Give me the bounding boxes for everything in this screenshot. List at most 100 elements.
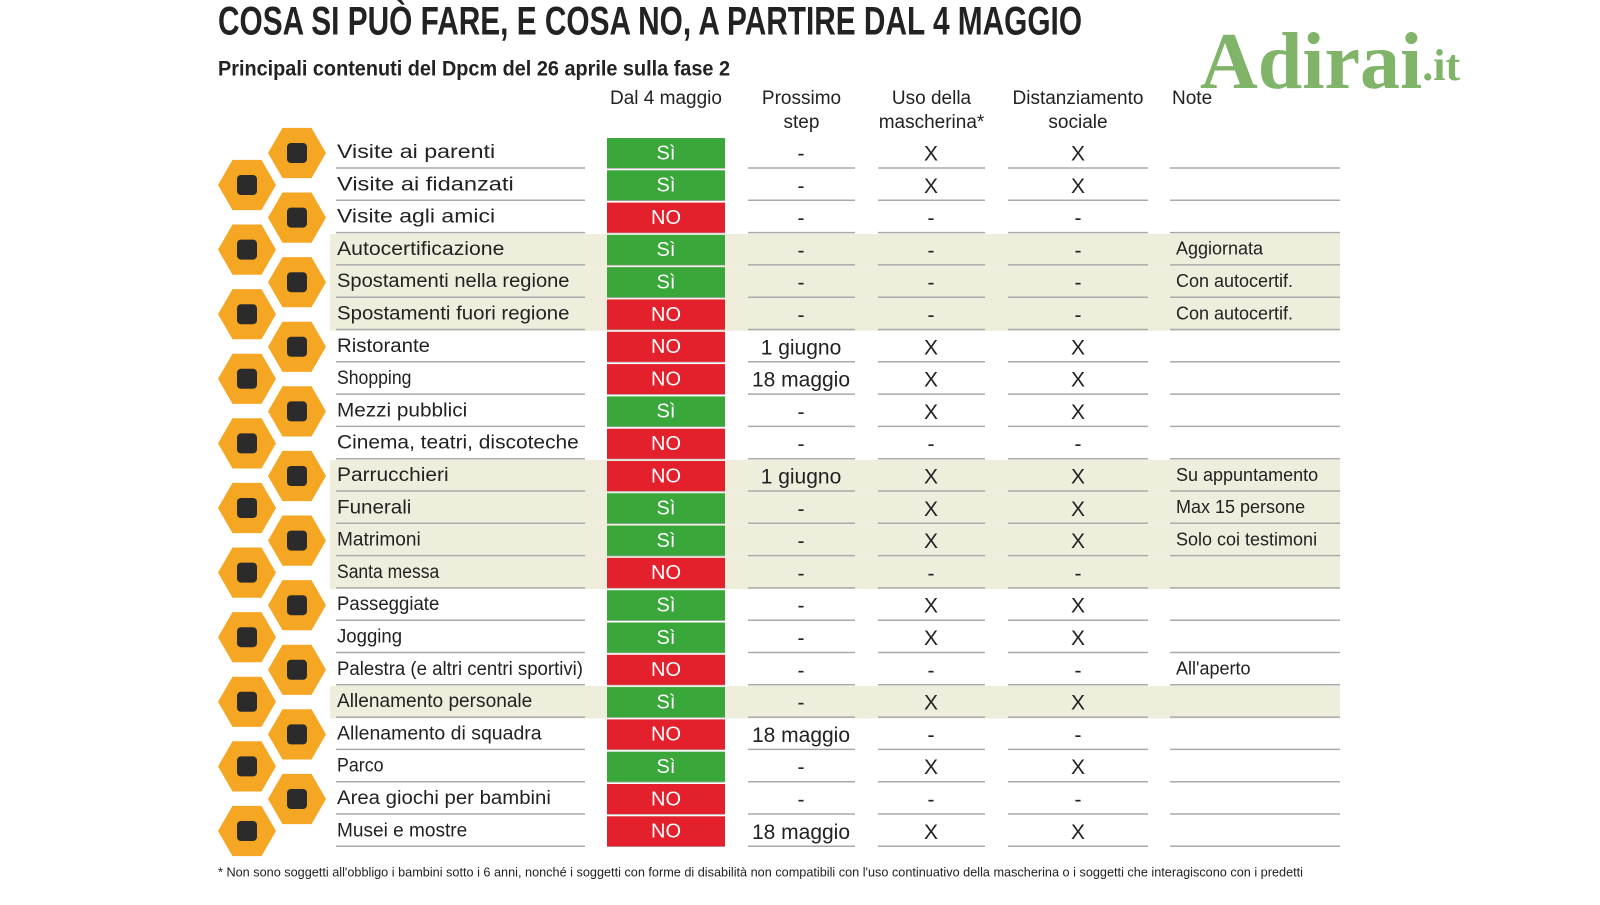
distance: X	[1071, 369, 1085, 392]
row-shade	[330, 460, 1340, 493]
status: Sì	[657, 756, 676, 778]
next-step: -	[798, 562, 805, 585]
activity: Matrimoni	[337, 530, 421, 551]
icon-glyph	[287, 466, 307, 486]
row-shade	[330, 556, 1340, 590]
next-step: 18 maggio	[752, 369, 850, 392]
activity: Funerali	[337, 497, 411, 518]
status-cell	[607, 170, 725, 201]
status: NO	[651, 207, 681, 229]
status: Sì	[657, 627, 676, 649]
note: Solo coi testimoni	[1176, 529, 1317, 549]
column-header: Note	[1172, 88, 1212, 109]
icon-glyph	[237, 498, 257, 518]
status: Sì	[657, 594, 676, 616]
icon-glyph	[237, 433, 257, 454]
mask: -	[928, 789, 935, 812]
footnote: * Non sono soggetti all'obbligo i bambin…	[218, 865, 1303, 879]
mask: -	[928, 304, 935, 327]
distance: X	[1071, 466, 1085, 489]
status: NO	[651, 788, 681, 810]
column-header: step	[784, 112, 820, 133]
activity: Visite ai fidanzati	[337, 174, 514, 195]
icon-glyph	[287, 143, 307, 163]
subtitle: Principali contenuti del Dpcm del 26 apr…	[218, 58, 730, 81]
next-step: -	[798, 595, 805, 618]
mask: X	[924, 336, 938, 359]
activity: Parrucchieri	[337, 465, 449, 486]
row-shade	[330, 233, 1340, 267]
status: NO	[651, 433, 681, 455]
distance: X	[1071, 336, 1085, 359]
next-step: -	[798, 175, 805, 198]
icon-glyph	[287, 724, 307, 745]
icon-glyph	[237, 821, 257, 841]
note: Con autocertif.	[1176, 303, 1293, 323]
mask: -	[928, 562, 935, 585]
status: NO	[651, 562, 681, 584]
icon-glyph	[287, 659, 307, 680]
next-step: -	[798, 143, 805, 166]
status-cell	[607, 751, 725, 782]
activity: Visite agli amici	[337, 207, 495, 228]
activity: Allenamento personale	[337, 691, 532, 712]
status-cell	[607, 202, 725, 233]
activity: Passeggiate	[337, 594, 439, 615]
mask: X	[924, 756, 938, 779]
watermark: Adirai.it	[1200, 18, 1460, 106]
status: Sì	[657, 175, 676, 197]
distance: -	[1075, 789, 1082, 812]
watermark-main: Adirai	[1200, 18, 1422, 106]
status: Sì	[657, 142, 676, 164]
activity: Parco	[337, 756, 384, 777]
next-step: -	[798, 789, 805, 812]
mask: X	[924, 627, 938, 650]
distance: X	[1071, 175, 1085, 198]
activity: Mezzi pubblici	[337, 400, 467, 421]
next-step: -	[798, 433, 805, 456]
distance: -	[1075, 207, 1082, 230]
status: Sì	[657, 401, 676, 423]
next-step: 1 giugno	[761, 336, 842, 359]
icon-glyph	[237, 562, 257, 583]
status-cell	[607, 234, 725, 265]
distance: -	[1075, 239, 1082, 262]
row-shade	[330, 266, 1340, 299]
activity: Shopping	[337, 368, 411, 389]
status-cell	[607, 687, 725, 718]
icon-glyph	[287, 336, 307, 357]
status: NO	[651, 659, 681, 681]
next-step: -	[798, 498, 805, 521]
activity: Jogging	[337, 627, 402, 648]
distance: -	[1075, 433, 1082, 456]
activity: Musei e mostre	[337, 820, 467, 841]
mask: X	[924, 595, 938, 618]
next-step: -	[798, 401, 805, 424]
mask: X	[924, 530, 938, 553]
mask: X	[924, 821, 938, 844]
status-cell	[607, 816, 725, 847]
distance: X	[1071, 143, 1085, 166]
icon-glyph	[237, 627, 257, 648]
activity: Autocertificazione	[337, 239, 504, 260]
status-cell	[607, 622, 725, 653]
mask: X	[924, 692, 938, 715]
icon-glyph	[287, 272, 307, 293]
mask: -	[928, 239, 935, 262]
row-shade	[330, 686, 1340, 719]
title: COSA SI PUÒ FARE, E COSA NO, A PARTIRE D…	[218, 0, 1082, 44]
column-header: sociale	[1048, 112, 1107, 133]
activity: Visite ai parenti	[337, 142, 495, 163]
status-cell	[607, 461, 725, 491]
activity: Spostamenti nella regione	[337, 271, 570, 292]
watermark-suffix: .it	[1422, 41, 1460, 90]
icon-glyph	[287, 595, 307, 616]
mask: X	[924, 466, 938, 489]
distance: -	[1075, 304, 1082, 327]
note: All'aperto	[1176, 659, 1250, 679]
row-shade	[330, 298, 1340, 331]
status-cell	[607, 784, 725, 814]
distance: X	[1071, 627, 1085, 650]
mask: -	[928, 659, 935, 682]
